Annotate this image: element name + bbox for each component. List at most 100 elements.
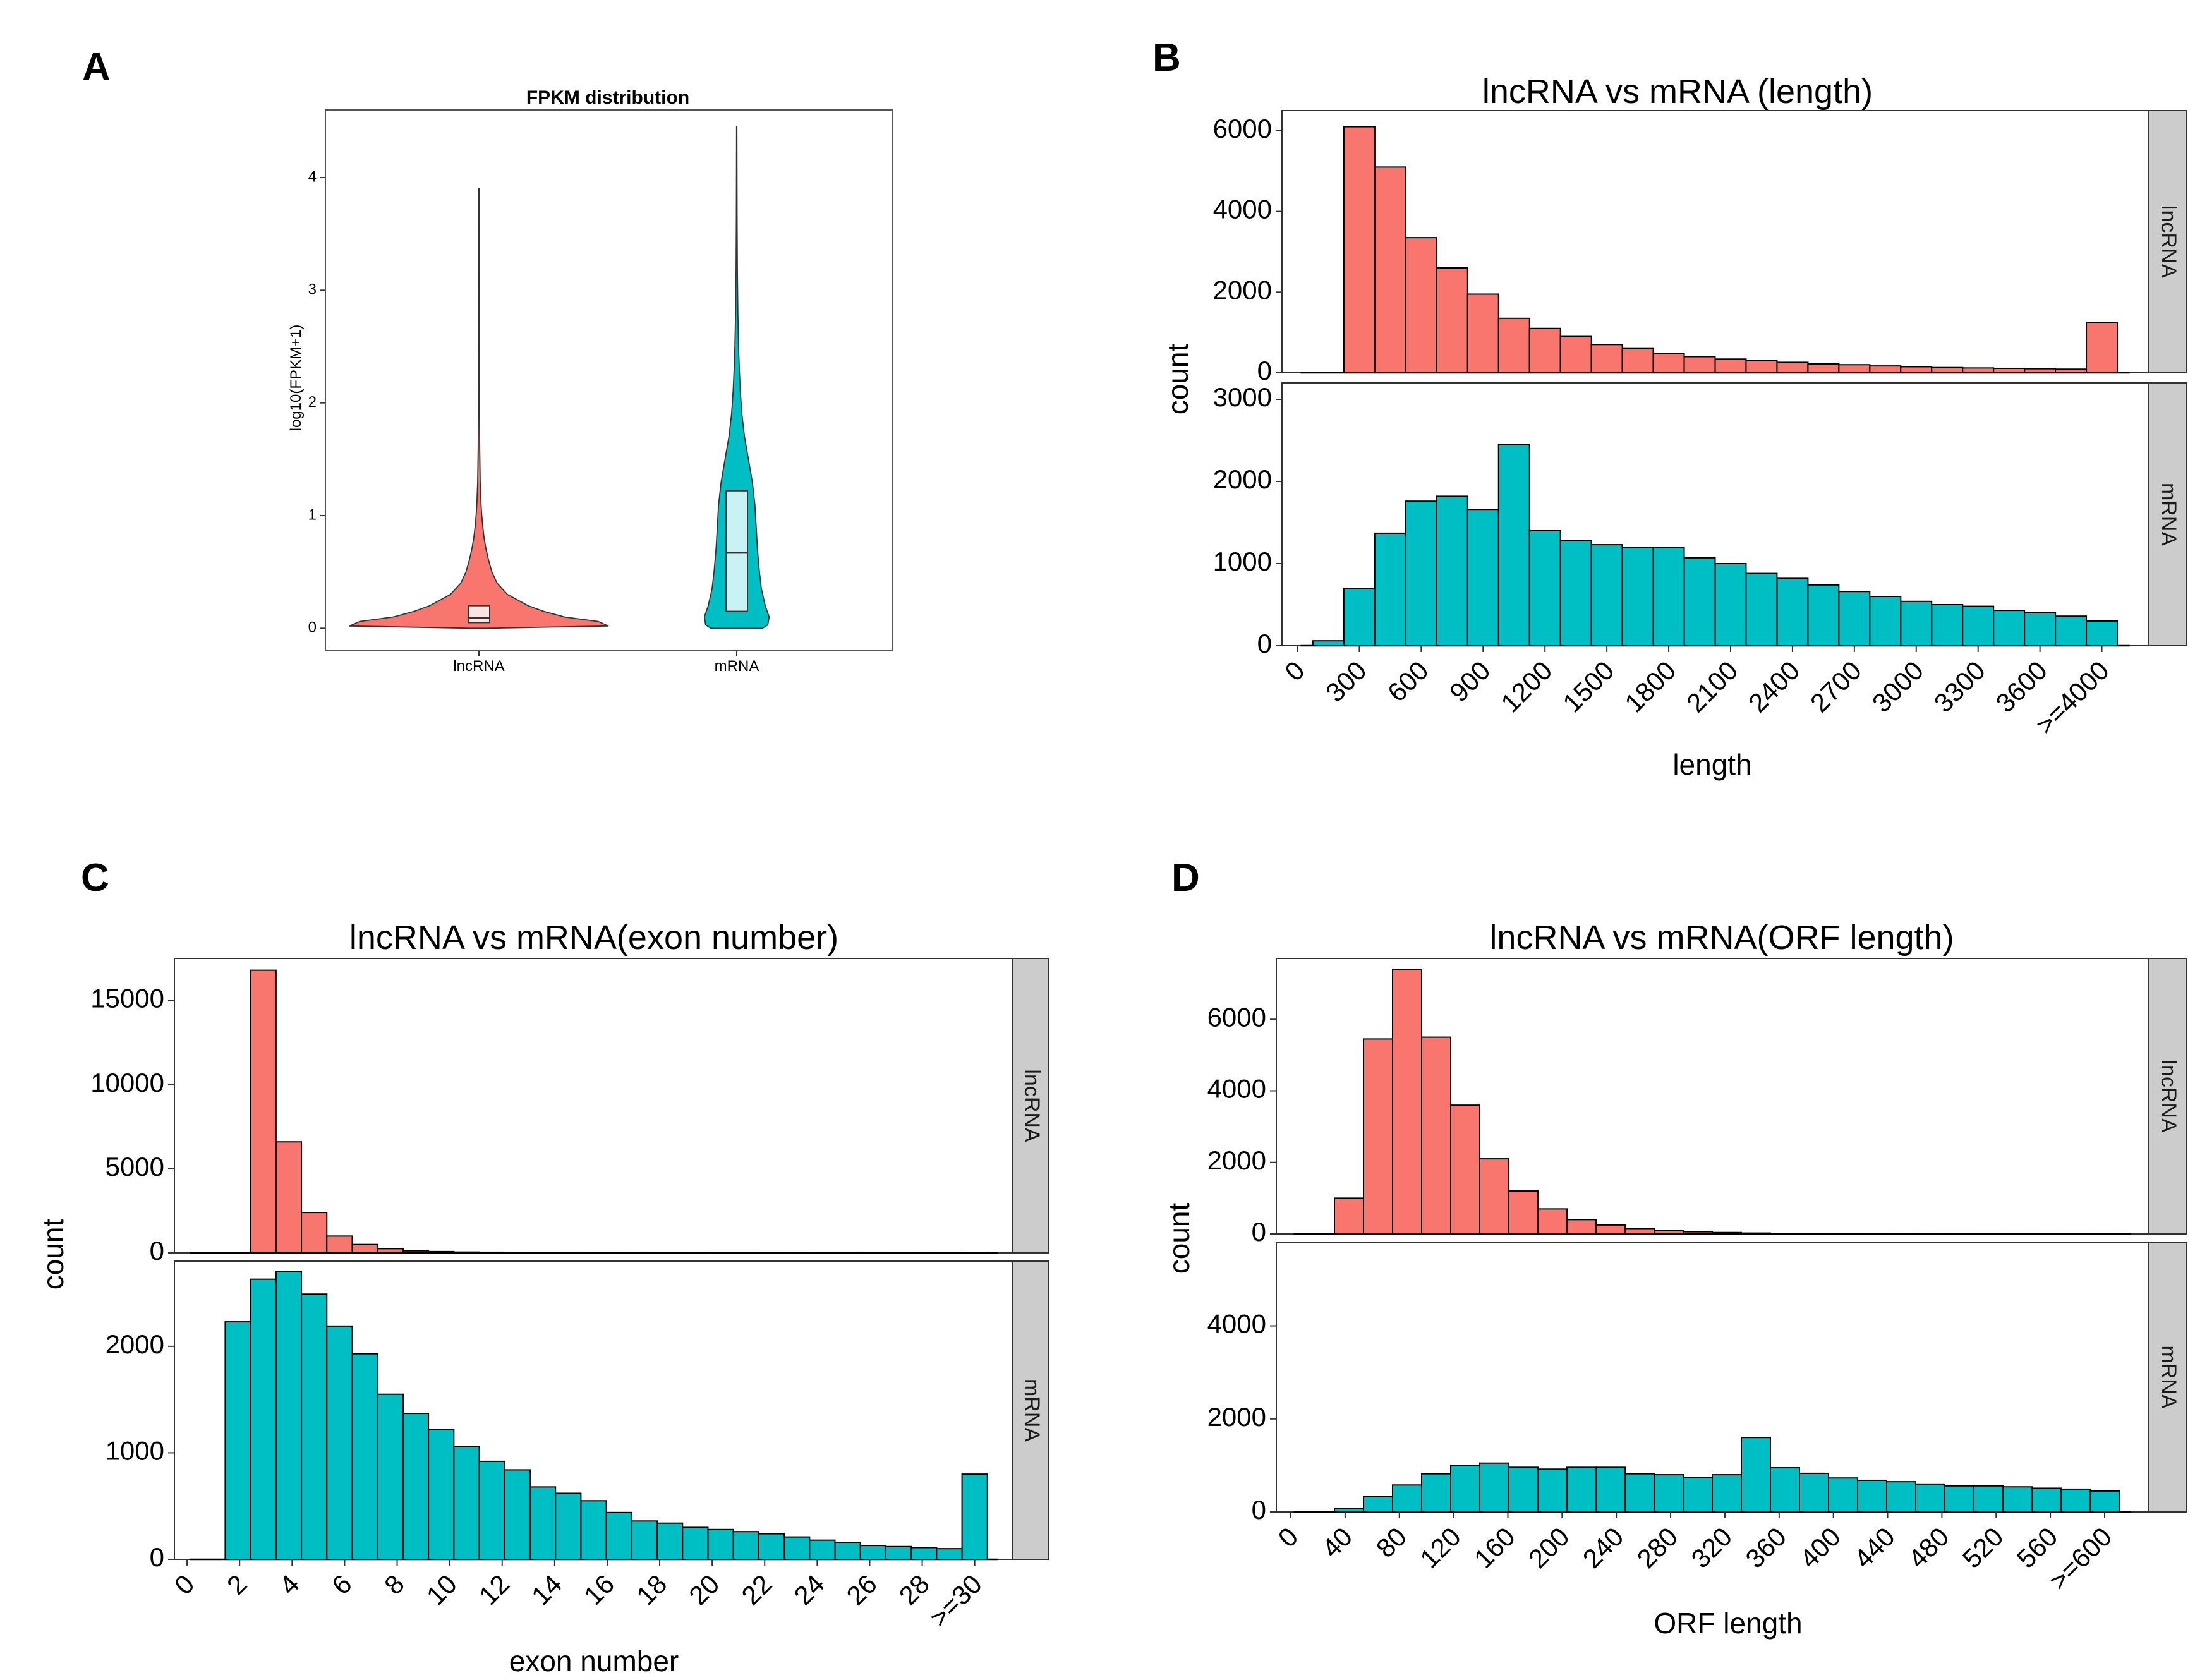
panel-d-bar-mrna: [1857, 1479, 1887, 1513]
panel-d-bar-mrna: [1683, 1477, 1713, 1513]
panel-d-bar-mrna: [1741, 1437, 1771, 1513]
panel-c-title: lncRNA vs mRNA(exon number): [349, 919, 838, 957]
panel-d-bar-mrna: [1392, 1484, 1422, 1513]
panel-c-bar-mrna: [250, 1278, 277, 1560]
panel-b-bar-lncrna: [1621, 347, 1654, 374]
panel-b-bar-mrna: [1683, 557, 1716, 647]
panel-c-bar-mrna: [351, 1353, 378, 1561]
panel-c-bar-mrna: [275, 1271, 303, 1561]
panel-d-xtick-label: 160: [1468, 1521, 1521, 1574]
panel-b-bar-mrna: [1962, 605, 1995, 646]
panel-d-bar-mrna: [1566, 1466, 1597, 1513]
panel-d-xtick-label: 320: [1686, 1521, 1738, 1574]
panel-d-ytick-label: 2000: [1207, 1145, 1266, 1175]
panel-a-title: FPKM distribution: [526, 87, 689, 108]
panel-d-bar-lncrna: [1421, 1036, 1451, 1235]
panel-c-bar-mrna: [631, 1520, 658, 1560]
panel-c-bar-lncrna: [428, 1250, 455, 1254]
panel-a-plot: 0 1 2 3 4: [308, 109, 893, 656]
panel-c-xtick-label: 12: [473, 1569, 515, 1611]
panel-b-ytick-label: 0: [1257, 629, 1272, 658]
panel-c-bar-lncrna: [402, 1250, 430, 1254]
panel-b-bar-lncrna: [1436, 267, 1468, 373]
panel-d-xtick-label: >=600: [2043, 1521, 2117, 1595]
panel-a-violin-lncrna: [349, 188, 609, 629]
panel-c-bar-lncrna: [351, 1243, 378, 1254]
panel-b-strip-label-lncrna: lncRNA: [2156, 205, 2180, 279]
panel-c-bar-mrna: [732, 1531, 759, 1560]
panel-a-box-mrna: [725, 490, 748, 612]
panel-c-bar-mrna: [402, 1413, 430, 1560]
panel-d-xtick-label: 40: [1316, 1521, 1358, 1563]
panel-c-bar-mrna: [936, 1548, 963, 1560]
panel-c-strip-label-lncrna: lncRNA: [1020, 1069, 1044, 1142]
panel-b-bar-mrna: [1436, 495, 1468, 647]
panel-c-xtick-label: 6: [326, 1569, 358, 1600]
panel-c-xtick-label: 24: [788, 1569, 830, 1611]
panel-b-bar-lncrna: [1374, 166, 1406, 373]
panel-c-bar-mrna: [326, 1325, 353, 1561]
panel-d-bar-mrna: [1508, 1466, 1539, 1513]
panel-d-bar-mrna: [1537, 1468, 1568, 1513]
panel-b-bar-lncrna: [1776, 361, 1809, 374]
panel-b-bar-mrna: [1993, 610, 2026, 646]
panel-c-bar-mrna: [682, 1526, 709, 1560]
panel-b-xtick-label: 2100: [1681, 655, 1743, 718]
panel-c-xtick-label: 22: [735, 1569, 777, 1611]
panel-d-bar-lncrna: [1450, 1104, 1480, 1235]
panel-d-facet-mrna-frame: [1276, 1242, 2149, 1513]
panel-c-bar-mrna: [961, 1473, 988, 1560]
panel-c-bar-mrna: [224, 1321, 251, 1560]
panel-d-strip-lncrna: [2148, 958, 2187, 1235]
panel-a-xtick-lncrna: lncRNA: [453, 658, 504, 675]
panel-d-ytick-label: 0: [1252, 1217, 1266, 1247]
panel-b-xtick-label: 1200: [1495, 655, 1557, 718]
panel-b-xtick-label: 2700: [1805, 655, 1867, 718]
panel-c-xtick-label: 14: [526, 1569, 567, 1611]
panel-b-bar-mrna: [1869, 596, 1902, 646]
panel-d-xtick-label: 240: [1577, 1521, 1630, 1574]
panel-c-bar-mrna: [504, 1469, 531, 1560]
panel-b-bar-lncrna: [1497, 317, 1530, 373]
panel-b-bar-lncrna: [1714, 358, 1747, 373]
panel-b-ylabel: count: [1161, 344, 1194, 415]
panel-d-bar-lncrna: [1741, 1232, 1771, 1235]
panel-d-title: lncRNA vs mRNA(ORF length): [1489, 919, 1954, 957]
panel-b-bar-mrna: [1312, 640, 1345, 647]
panel-b-xtick-label: 600: [1382, 655, 1434, 708]
panel-a-violin-mrna: [703, 126, 770, 629]
panel-c-strip-label-mrna: mRNA: [1020, 1379, 1044, 1442]
panel-b-xtick-label: 0: [1279, 655, 1310, 687]
panel-d-bar-mrna: [1624, 1473, 1655, 1513]
panel-b-xtick-label: 2400: [1743, 655, 1805, 718]
panel-d-bar-lncrna: [1712, 1231, 1742, 1235]
panel-c-bar-mrna: [580, 1500, 607, 1560]
panel-d-bar-lncrna: [1624, 1228, 1655, 1235]
panel-b-bar-lncrna: [1745, 360, 1778, 373]
panel-a-frame: [325, 109, 893, 651]
panel-d-bar-mrna: [1886, 1481, 1916, 1513]
panel-d-bar-lncrna: [1566, 1219, 1597, 1235]
panel-d-bar-mrna: [1944, 1485, 1974, 1513]
panel-c-strip-lncrna: [1012, 958, 1049, 1254]
panel-c-bar-lncrna: [275, 1141, 303, 1254]
panel-d-bar-lncrna: [1508, 1190, 1539, 1235]
panel-d-xtick-label: 440: [1848, 1521, 1901, 1574]
panel-c-ytick-label: 0: [150, 1236, 164, 1266]
panel-b-bar-lncrna: [1528, 327, 1561, 373]
panel-c-xtick-label: 2: [221, 1569, 253, 1600]
panel-d-bar-mrna: [2031, 1487, 2062, 1513]
panel-d-bar-lncrna: [1334, 1197, 1364, 1235]
panel-b-bar-mrna: [1405, 500, 1437, 647]
panel-d-bar-mrna: [1334, 1508, 1364, 1513]
panel-d-bar-mrna: [1799, 1472, 1829, 1513]
panel-d-xtick-label: 80: [1370, 1521, 1412, 1563]
panel-b-bar-lncrna: [1559, 335, 1592, 373]
panel-d-bar-mrna: [1973, 1485, 2004, 1513]
panel-c-xtick-label: >=30: [924, 1569, 988, 1633]
panel-c-ylabel: count: [37, 1219, 70, 1290]
panel-c-bar-lncrna: [250, 969, 277, 1254]
panel-b-bar-lncrna: [1683, 356, 1716, 374]
